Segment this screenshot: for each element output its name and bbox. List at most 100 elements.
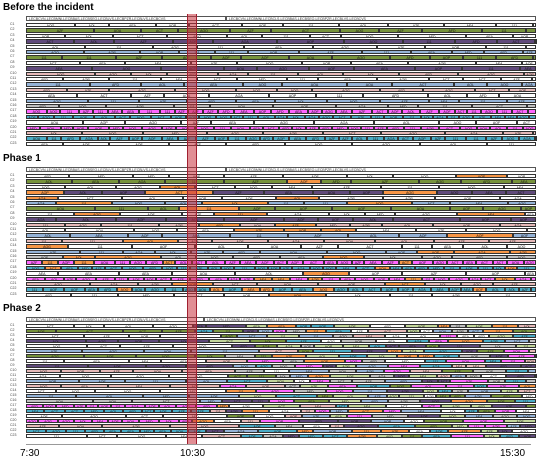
assignment-bar: AOF — [222, 195, 276, 200]
assignment-bar: AFD — [496, 55, 533, 60]
assignment-bar: AOA — [515, 276, 531, 281]
assignment-bar: AOG — [258, 329, 273, 333]
row-label: C21 — [10, 130, 17, 134]
assignment-bar: 111 — [483, 329, 513, 333]
assignment-bar: AOL — [369, 344, 386, 348]
assignment-bar: ACT — [276, 394, 317, 398]
assignment-bar: AOQ — [502, 136, 519, 141]
assignment-bar: ACT — [472, 104, 527, 109]
assignment-bar: AOP — [397, 354, 418, 358]
assignment-bar: AEA — [351, 60, 408, 66]
assignment-bar: AFD — [271, 109, 289, 114]
assignment-bar: 111 — [210, 409, 226, 413]
row-label: C6 — [10, 348, 15, 352]
assignment-bar: AZF — [67, 87, 109, 93]
assignment-bar: AEA — [478, 409, 495, 413]
assignment-bar: 111 — [226, 389, 256, 393]
assignment-bar: AOF — [405, 324, 438, 328]
assignment-bar: ACT — [475, 87, 509, 93]
assignment-bar: AOL — [104, 324, 153, 328]
assignment-bar: AZF — [139, 98, 187, 103]
assignment-bar: AEA — [254, 276, 272, 281]
assignment-bar: AEA — [58, 271, 119, 276]
assignment-bar: 111 — [459, 98, 507, 103]
assignment-bar: AZF — [465, 409, 478, 413]
assignment-bar: AOA — [255, 344, 277, 348]
row-label: C14 — [10, 92, 17, 97]
assignment-bar: 111 — [517, 265, 536, 271]
assignment-bar: 111 — [301, 409, 315, 413]
assignment-bar: AFD — [84, 409, 104, 413]
assignment-bar: AOG — [65, 222, 101, 227]
assignment-bar: AEA — [356, 228, 416, 233]
assignment-bar: AEA — [184, 82, 243, 87]
assignment-bar: AFD — [461, 179, 512, 184]
assignment-bar: AEA — [122, 109, 139, 114]
assignment-bar: 111 — [516, 344, 536, 348]
assignment-bar: 111 — [362, 50, 411, 55]
assignment-bar: AOP — [156, 23, 189, 28]
assignment-bar: AZF — [26, 249, 80, 254]
assignment-bar: AOG — [313, 287, 334, 292]
assignment-bar: AEA — [326, 329, 351, 333]
assignment-bar: AOQ — [62, 414, 126, 418]
assignment-bar: AEA — [246, 324, 267, 328]
assignment-bar: AOQ — [146, 364, 186, 368]
assignment-bar: ACT — [26, 324, 74, 328]
assignment-bar: AFD — [415, 424, 452, 428]
assignment-bar: AOP — [507, 174, 536, 179]
assignment-bar: 111 — [248, 71, 298, 76]
assignment-bar: AOF — [285, 414, 302, 418]
assignment-bar: 111 — [313, 349, 352, 353]
assignment-bar: 111 — [480, 292, 536, 298]
assignment-bar: AOA — [314, 120, 374, 125]
assignment-bar: AOF — [399, 233, 447, 238]
assignment-bar: AOL — [64, 190, 102, 195]
assignment-bar: ACT — [222, 399, 252, 403]
row-label: C4 — [10, 338, 15, 342]
assignment-bar: AZF — [64, 276, 76, 281]
assignment-bar: AOF — [241, 434, 263, 438]
assignment-bar: 111 — [440, 334, 457, 338]
assignment-bar: AOP — [254, 109, 271, 114]
assignment-bar: AFD — [415, 265, 428, 271]
assignment-bar: AFD — [321, 179, 351, 184]
assignment-bar: AZF — [240, 276, 254, 281]
assignment-bar — [531, 287, 536, 292]
assignment-bar: AFD — [56, 404, 74, 408]
assignment-bar: AFD — [491, 394, 522, 398]
assignment-bar: ACT — [481, 374, 506, 378]
assignment-bar: AZF — [275, 222, 316, 227]
assignment-bar: AOQ — [58, 419, 74, 423]
assignment-bar: AOG — [256, 364, 272, 368]
assignment-bar — [526, 404, 536, 408]
assignment-bar: 111 — [466, 136, 486, 141]
assignment-bar: ACT — [372, 109, 388, 114]
assignment-bar: AEA — [234, 109, 254, 114]
assignment-bar: AOF — [374, 276, 389, 281]
assignment-bar: AOG — [112, 201, 165, 206]
assignment-bar: AOP — [350, 222, 382, 227]
assignment-bar: AEA — [378, 424, 415, 428]
assignment-bar: AOA — [324, 238, 375, 244]
assignment-bar — [527, 228, 536, 233]
assignment-bar: ACT — [162, 55, 211, 60]
assignment-bar: AFD — [247, 359, 283, 363]
assignment-bar: AEA — [182, 369, 235, 373]
assignment-bar: AFD — [450, 394, 465, 398]
assignment-bar: AFD — [61, 125, 73, 130]
assignment-bar: AOP — [106, 104, 174, 109]
row-label: C13 — [10, 86, 17, 91]
assignment-bar: 111 — [402, 244, 432, 249]
assignment-bar: AOF — [241, 55, 289, 60]
assignment-bar: AEA — [516, 409, 536, 413]
assignment-bar: AZF — [507, 98, 536, 103]
assignment-bar: AEA — [461, 287, 473, 292]
assignment-bar: AOF — [473, 287, 486, 292]
assignment-bar: AOL — [75, 23, 109, 28]
assignment-bar: AEA — [390, 265, 402, 271]
assignment-bar: AOP — [223, 287, 242, 292]
assignment-bar: 111 — [80, 249, 123, 254]
assignment-bar: ACT — [206, 429, 224, 433]
assignment-bar: AOQ — [196, 255, 233, 260]
